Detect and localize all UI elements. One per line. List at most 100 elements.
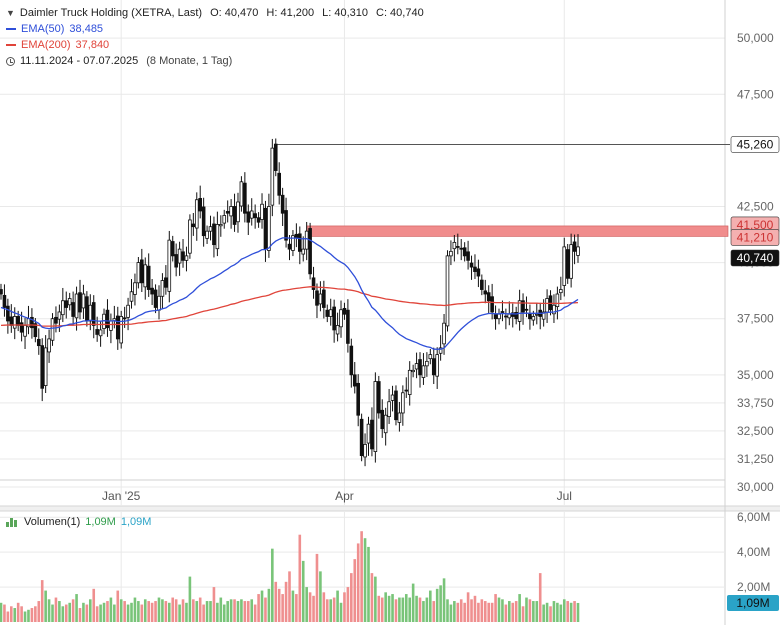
volume-bar-down[interactable]: [174, 599, 178, 622]
volume-bar-down[interactable]: [538, 573, 542, 622]
candle-up[interactable]: [143, 264, 148, 288]
candle-up[interactable]: [222, 215, 227, 224]
volume-bar-down[interactable]: [298, 534, 302, 622]
candle-up[interactable]: [401, 392, 405, 414]
volume-bar-up[interactable]: [222, 604, 226, 622]
candle-up[interactable]: [133, 282, 137, 295]
candle-up[interactable]: [552, 304, 556, 315]
candle-up[interactable]: [119, 316, 124, 344]
volume-bar-down[interactable]: [470, 599, 473, 622]
volume-bar-up[interactable]: [552, 601, 556, 622]
volume-bar-down[interactable]: [490, 602, 494, 622]
volume-bar-up[interactable]: [271, 548, 274, 622]
candle-up[interactable]: [559, 289, 563, 294]
candle-up[interactable]: [507, 313, 512, 319]
volume-bar-up[interactable]: [240, 599, 243, 622]
candle-up[interactable]: [136, 262, 141, 284]
candle-down[interactable]: [404, 389, 409, 392]
volume-bar-up[interactable]: [250, 599, 254, 622]
candle-down[interactable]: [9, 316, 14, 326]
candle-up[interactable]: [318, 293, 323, 305]
resistance-zone[interactable]: [306, 225, 729, 237]
volume-bar-down[interactable]: [394, 599, 398, 622]
candle-down[interactable]: [146, 265, 151, 290]
candle-down[interactable]: [243, 182, 247, 214]
volume-bar-up[interactable]: [137, 601, 140, 622]
candle-up[interactable]: [449, 250, 453, 257]
volume-bar-up[interactable]: [435, 588, 439, 622]
candle-up[interactable]: [497, 313, 501, 320]
volume-bar-down[interactable]: [150, 602, 154, 622]
candle-down[interactable]: [273, 143, 278, 171]
volume-bar-up[interactable]: [439, 585, 442, 622]
volume-bar-down[interactable]: [370, 573, 374, 622]
candle-down[interactable]: [40, 345, 45, 389]
candle-up[interactable]: [57, 311, 62, 320]
volume-bar-down[interactable]: [281, 594, 284, 622]
candle-up[interactable]: [414, 363, 419, 370]
volume-bar-down[interactable]: [466, 592, 470, 622]
candle-down[interactable]: [469, 262, 474, 268]
volume-bar-up[interactable]: [545, 602, 549, 622]
volume-bar-up[interactable]: [23, 611, 27, 622]
volume-bar-down[interactable]: [264, 597, 267, 622]
candle-up[interactable]: [23, 325, 27, 337]
candle-down[interactable]: [356, 382, 360, 416]
candle-up[interactable]: [541, 311, 546, 320]
candle-down[interactable]: [181, 251, 185, 261]
volume-bar-down[interactable]: [6, 611, 10, 622]
candle-up[interactable]: [304, 230, 309, 250]
volume-bar-up[interactable]: [301, 560, 305, 622]
volume-bar-down[interactable]: [243, 601, 247, 622]
volume-bar-up[interactable]: [425, 597, 429, 622]
volume-bar-up[interactable]: [532, 601, 535, 622]
volume-bar-up[interactable]: [415, 595, 418, 622]
volume-bar-up[interactable]: [82, 602, 85, 622]
candle-down[interactable]: [85, 296, 89, 322]
volume-bar-down[interactable]: [34, 606, 37, 622]
volume-bar-down[interactable]: [360, 531, 363, 622]
candle-down[interactable]: [480, 279, 484, 290]
volume-bar-up[interactable]: [130, 602, 133, 622]
candle-down[interactable]: [198, 198, 203, 212]
candle-down[interactable]: [232, 206, 237, 225]
volume-bar-down[interactable]: [511, 602, 515, 622]
volume-bar-up[interactable]: [219, 597, 223, 622]
candle-down[interactable]: [95, 329, 99, 335]
ema50-line[interactable]: [0, 237, 579, 350]
volume-bar-down[interactable]: [377, 595, 381, 622]
candle-down[interactable]: [263, 207, 268, 250]
volume-bar-up[interactable]: [113, 604, 116, 622]
candle-up[interactable]: [339, 309, 343, 328]
candle-down[interactable]: [201, 206, 206, 237]
candle-down[interactable]: [122, 317, 127, 320]
candle-down[interactable]: [280, 194, 285, 214]
volume-bar-down[interactable]: [277, 588, 281, 622]
volume-bar-up[interactable]: [404, 594, 408, 622]
candle-down[interactable]: [521, 300, 525, 313]
candle-up[interactable]: [328, 309, 333, 317]
candle-down[interactable]: [105, 309, 110, 329]
candle-up[interactable]: [208, 226, 213, 232]
volume-bar-up[interactable]: [157, 597, 161, 622]
candle-down[interactable]: [174, 254, 178, 268]
volume-bar-up[interactable]: [226, 601, 229, 622]
volume-bar-up[interactable]: [0, 602, 3, 622]
volume-bar-up[interactable]: [501, 599, 504, 622]
candle-down[interactable]: [91, 302, 96, 326]
candle-up[interactable]: [301, 248, 306, 255]
candle-up[interactable]: [81, 293, 86, 309]
volume-bar-down[interactable]: [198, 597, 202, 622]
candle-up[interactable]: [167, 239, 172, 292]
candle-up[interactable]: [452, 241, 457, 250]
volume-bar-down[interactable]: [284, 581, 288, 622]
candle-up[interactable]: [67, 298, 72, 306]
candle-down[interactable]: [490, 296, 494, 313]
candle-down[interactable]: [493, 314, 498, 320]
volume-bar-down[interactable]: [92, 588, 96, 622]
volume-bar-down[interactable]: [246, 601, 250, 622]
volume-bar-down[interactable]: [288, 571, 291, 622]
volume-bar-up[interactable]: [363, 538, 367, 622]
candle-up[interactable]: [249, 210, 254, 219]
